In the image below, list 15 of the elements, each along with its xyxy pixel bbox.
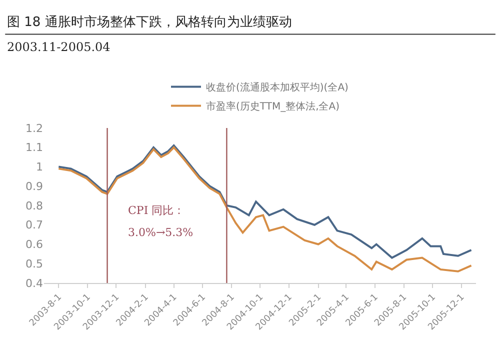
y-tick-label: 0.9 <box>26 180 43 193</box>
chart-subtitle: 2003.11-2005.04 <box>7 40 111 54</box>
y-tick-label: 0.4 <box>26 276 43 290</box>
y-tick-label: 1 <box>36 160 43 174</box>
y-tick-label: 1.1 <box>26 141 43 154</box>
legend-label: 市盈率(历史TTM_整体法,全A) <box>206 100 340 113</box>
y-tick-label: 0.8 <box>26 199 43 212</box>
y-tick-label: 0.6 <box>26 238 43 252</box>
annotation: CPI 同比： <box>128 204 185 217</box>
y-tick-label: 0.5 <box>26 257 43 270</box>
y-tick-label: 1.2 <box>26 122 43 135</box>
y-tick-label: 0.7 <box>26 218 43 232</box>
chart-title: 图 18 通胀时市场整体下跌，风格转向为业绩驱动 <box>7 15 292 30</box>
annotation: 3.0%→5.3% <box>128 226 194 239</box>
legend-label: 收盘价(流通股本加权平均)(全A) <box>206 82 349 94</box>
